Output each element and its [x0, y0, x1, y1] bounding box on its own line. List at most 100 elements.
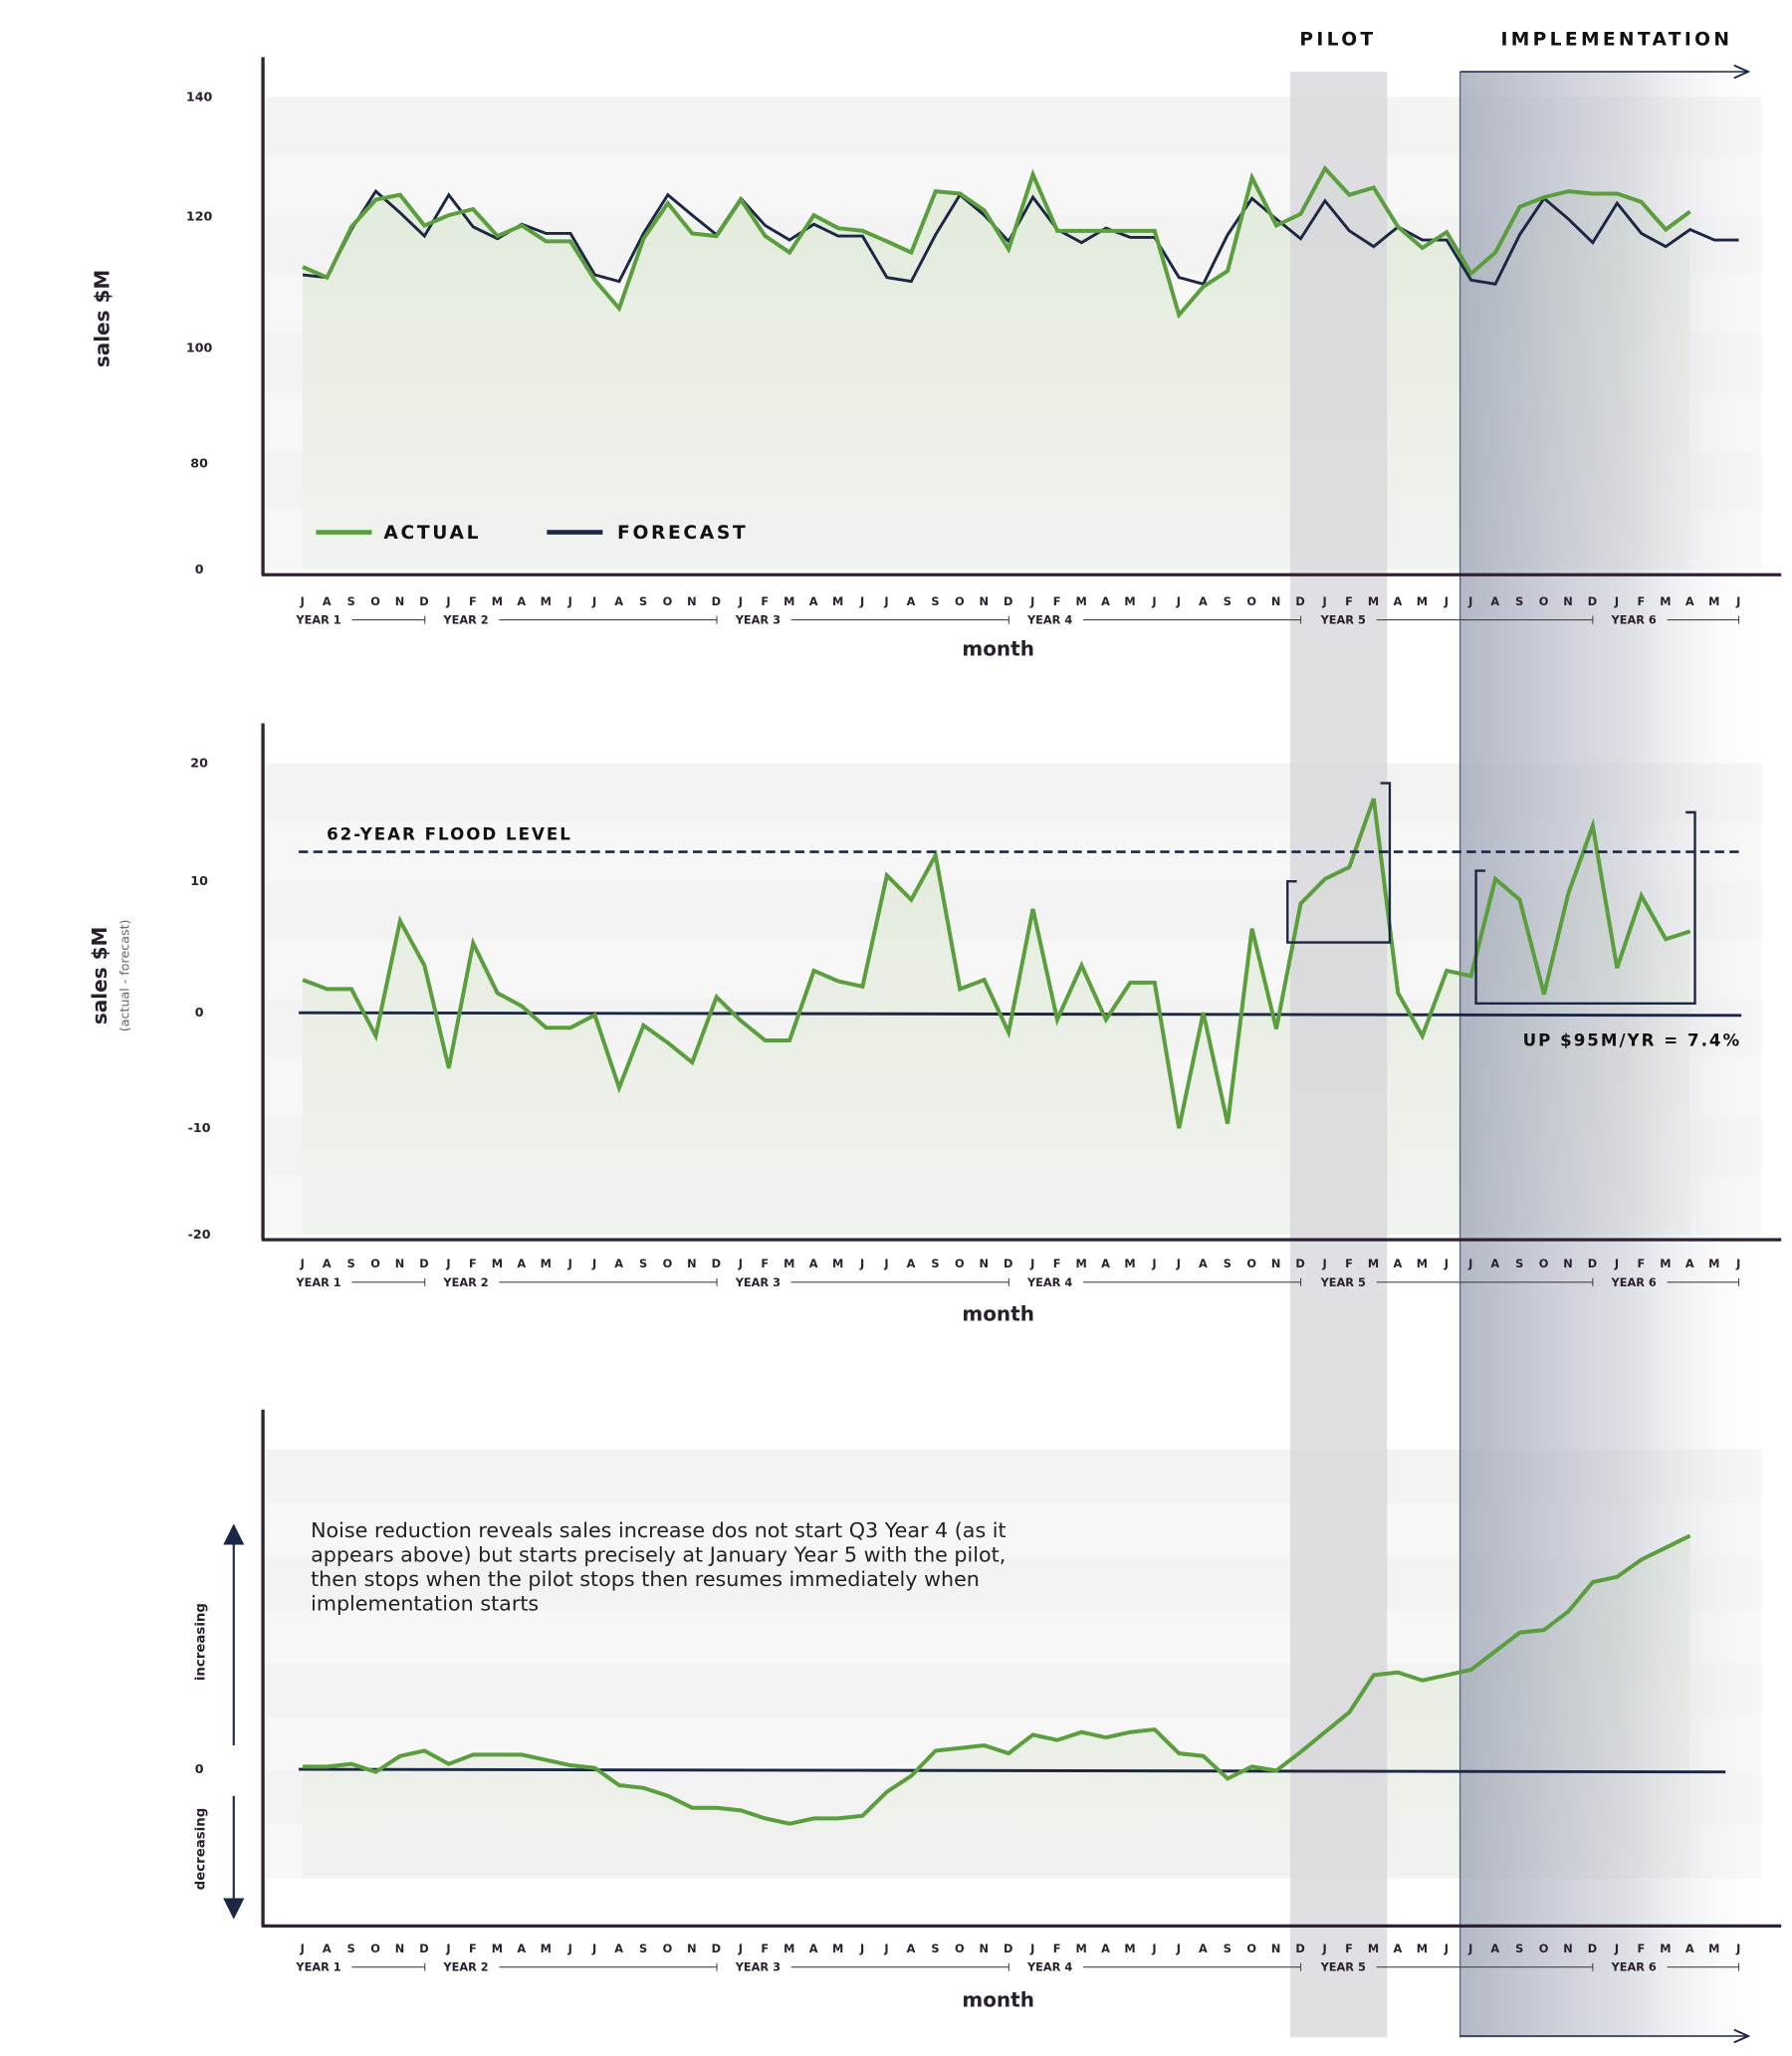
x-tick-month: F — [469, 1942, 477, 1955]
x-tick-month: A — [517, 594, 526, 608]
x-tick-month: M — [1368, 1256, 1380, 1270]
x-tick-month: S — [1515, 594, 1524, 608]
x-tick-month: S — [1224, 1256, 1232, 1270]
x-tick-month: S — [639, 594, 648, 608]
x-tick-month: O — [370, 594, 380, 608]
x-tick-month: A — [323, 1256, 332, 1270]
x-tick-month: F — [1053, 1942, 1061, 1955]
x-tick-month: O — [1539, 594, 1549, 608]
x-tick-month: A — [1394, 594, 1403, 608]
x-tick-month: A — [907, 1942, 916, 1955]
y-tick-label: 120 — [186, 208, 213, 223]
x-tick-month: A — [1199, 594, 1208, 608]
x-tick-month: A — [1101, 594, 1110, 608]
x-tick-month: N — [1563, 1942, 1573, 1955]
x-tick-month: M — [784, 1942, 795, 1955]
y-tick-label: 100 — [186, 340, 213, 354]
x-tick-month: F — [1345, 1256, 1353, 1270]
x-tick-month: N — [1563, 1256, 1573, 1270]
x-tick-month: J — [1321, 1942, 1327, 1955]
y-tick-label: -10 — [188, 1120, 211, 1135]
x-year-label: YEAR 3 — [735, 1275, 781, 1289]
x-tick-month: S — [1515, 1942, 1524, 1955]
x-tick-month: O — [1246, 594, 1256, 608]
x-tick-month: S — [931, 1256, 940, 1270]
y-tick-label: 0 — [195, 1005, 204, 1020]
x-tick-month: M — [1660, 1942, 1672, 1955]
x-tick-month: N — [1563, 594, 1573, 608]
x-year-label: YEAR 3 — [735, 1960, 781, 1974]
x-year-label: YEAR 5 — [1320, 1960, 1366, 1974]
x-tick-month: N — [395, 594, 405, 608]
x-tick-month: A — [1101, 1942, 1110, 1955]
x-tick-month: N — [980, 1942, 990, 1955]
x-tick-month: S — [639, 1942, 648, 1955]
x-tick-month: J — [1444, 1256, 1450, 1270]
actual-line — [302, 798, 1691, 1129]
x-tick-month: O — [1539, 1256, 1549, 1270]
x-tick-month: O — [955, 594, 965, 608]
x-year-label: YEAR 6 — [1611, 613, 1657, 627]
pilot-bracket — [1286, 782, 1392, 944]
x-tick-month: O — [1246, 1942, 1256, 1955]
x-tick-month: J — [1467, 1942, 1473, 1955]
y-tick-label: 0 — [195, 1761, 204, 1776]
x-tick-month: J — [1151, 1256, 1157, 1270]
annotation-note-line: then stops when the pilot stops then res… — [311, 1567, 980, 1591]
x-tick-month: M — [1708, 594, 1720, 608]
x-tick-month: J — [738, 594, 744, 608]
x-tick-month: J — [1029, 594, 1035, 608]
x-tick-month: D — [712, 594, 722, 608]
x-tick-month: M — [832, 1256, 844, 1270]
x-tick-month: J — [738, 1942, 744, 1955]
x-tick-month: D — [419, 594, 429, 608]
x-tick-month: J — [1467, 1256, 1473, 1270]
x-tick-month: J — [1735, 1942, 1741, 1955]
x-tick-month: M — [541, 1256, 553, 1270]
x-tick-month: A — [1685, 1942, 1694, 1955]
y-tick-label: 20 — [190, 756, 208, 771]
x-tick-month: D — [1295, 1942, 1305, 1955]
x-tick-month: F — [1345, 1942, 1353, 1955]
x-year-label: YEAR 2 — [442, 1275, 488, 1289]
x-tick-month: M — [1075, 1256, 1087, 1270]
x-tick-month: D — [712, 1256, 722, 1270]
x-tick-month: A — [809, 594, 818, 608]
x-tick-month: J — [1176, 594, 1182, 608]
x-year-label: YEAR 4 — [1026, 1275, 1072, 1289]
implementation-label: IMPLEMENTATION — [1500, 29, 1732, 50]
x-tick-month: A — [614, 1942, 623, 1955]
flood-level-label: 62-YEAR FLOOD LEVEL — [327, 825, 572, 844]
x-tick-month: S — [347, 1256, 356, 1270]
x-tick-month: J — [591, 1256, 597, 1270]
forecast-line — [302, 188, 1739, 286]
x-tick-month: M — [492, 594, 504, 608]
x-tick-month: D — [1004, 594, 1013, 608]
x-tick-month: J — [883, 594, 889, 608]
x-tick-month: A — [323, 1942, 332, 1955]
y-tick-label: -20 — [188, 1227, 211, 1242]
x-tick-month: J — [300, 1256, 306, 1270]
x-tick-month: O — [1539, 1942, 1549, 1955]
x-tick-month: M — [1660, 1256, 1672, 1270]
x-tick-month: F — [1638, 594, 1646, 608]
x-tick-month: M — [492, 1256, 504, 1270]
x-tick-month: S — [639, 1256, 648, 1270]
x-tick-month: A — [809, 1942, 818, 1955]
x-tick-month: A — [614, 594, 623, 608]
x-tick-month: A — [1394, 1942, 1403, 1955]
y-axis-label: sales $M — [88, 927, 112, 1025]
x-year-label: YEAR 5 — [1320, 613, 1366, 627]
x-tick-month: J — [1176, 1942, 1182, 1955]
x-tick-month: O — [370, 1256, 380, 1270]
x-tick-month: D — [1295, 594, 1305, 608]
x-tick-month: M — [1075, 594, 1087, 608]
x-tick-month: D — [1295, 1256, 1305, 1270]
x-year-label: YEAR 3 — [735, 613, 781, 627]
x-tick-month: J — [300, 594, 306, 608]
x-tick-month: J — [1735, 1256, 1741, 1270]
x-tick-month: O — [663, 1942, 673, 1955]
x-tick-month: O — [955, 1942, 965, 1955]
x-tick-month: J — [445, 594, 451, 608]
x-tick-month: N — [1271, 594, 1281, 608]
